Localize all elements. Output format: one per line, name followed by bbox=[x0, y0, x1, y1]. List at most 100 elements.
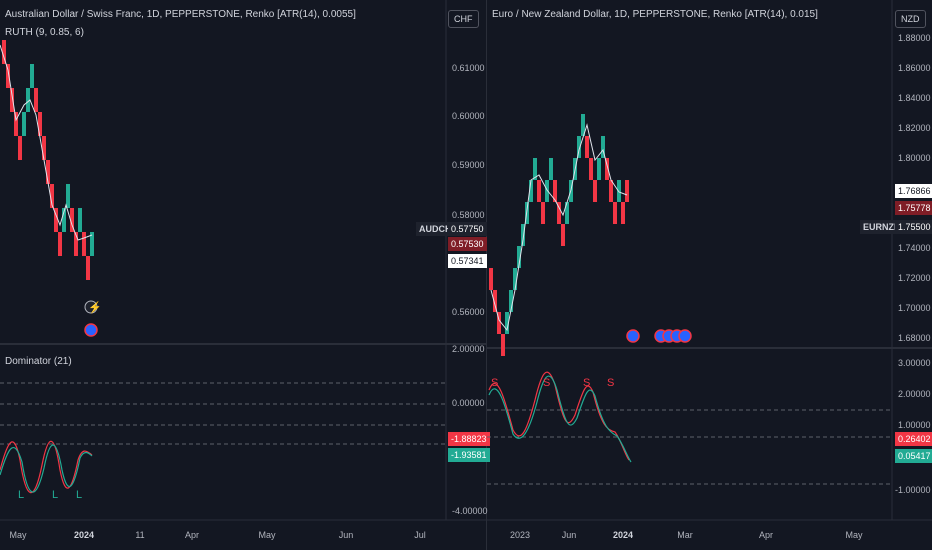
renko-brick bbox=[82, 232, 86, 256]
renko-brick bbox=[541, 202, 545, 224]
osc-line-red bbox=[488, 371, 630, 461]
short-marker: S bbox=[607, 377, 614, 389]
renko-brick bbox=[58, 232, 62, 256]
left-time-tick: May bbox=[9, 530, 27, 540]
left-price-tick: 0.61000 bbox=[452, 63, 485, 73]
renko-brick bbox=[22, 112, 26, 136]
right-price-tick: 1.88000 bbox=[898, 33, 931, 43]
renko-brick bbox=[78, 208, 82, 232]
right-price-tick: 1.80000 bbox=[898, 153, 931, 163]
osc-line-green bbox=[0, 444, 93, 493]
right-price-tick: 1.68000 bbox=[898, 333, 931, 343]
right-time-tick: Apr bbox=[758, 530, 774, 540]
right-currency-button[interactable]: NZD bbox=[895, 10, 926, 28]
left-price-tick: 0.58000 bbox=[452, 210, 485, 220]
left-indicator-legend[interactable]: RUTH (9, 0.85, 6) bbox=[5, 27, 84, 38]
renko-brick bbox=[497, 312, 501, 334]
flag-icon[interactable] bbox=[678, 329, 692, 343]
left-chart-pane[interactable]: ⚡ L L L Australian Dollar / Swiss Franc, 1D… bbox=[0, 0, 490, 550]
renko-brick bbox=[549, 158, 553, 180]
renko-brick bbox=[18, 136, 22, 160]
left-price-tick: 0.60000 bbox=[452, 111, 485, 121]
right-price-tick: 1.70000 bbox=[898, 303, 931, 313]
renko-brick bbox=[537, 180, 541, 202]
renko-brick bbox=[609, 180, 613, 202]
left-osc-label: -1.93581 bbox=[448, 448, 490, 462]
renko-brick bbox=[533, 158, 537, 180]
left-osc-tick: 2.00000 bbox=[452, 344, 485, 354]
lightning-icon: ⚡ bbox=[88, 301, 102, 314]
renko-brick bbox=[585, 136, 589, 158]
renko-brick bbox=[34, 88, 38, 112]
renko-brick bbox=[70, 208, 74, 232]
renko-brick bbox=[581, 114, 585, 136]
pane-divider[interactable] bbox=[486, 0, 487, 550]
renko-brick bbox=[617, 180, 621, 202]
flag-icon[interactable] bbox=[84, 323, 98, 337]
osc-line-green bbox=[488, 375, 632, 463]
left-time-tick: May bbox=[258, 530, 276, 540]
right-time-tick: 2023 bbox=[509, 530, 531, 540]
renko-brick bbox=[66, 184, 70, 208]
renko-brick bbox=[601, 136, 605, 158]
right-price-label: 1.75500 bbox=[895, 220, 932, 234]
renko-brick bbox=[6, 64, 10, 88]
right-time-tick: Mar bbox=[677, 530, 693, 540]
right-price-tick: 1.74000 bbox=[898, 243, 931, 253]
right-price-tick: 1.86000 bbox=[898, 63, 931, 73]
short-marker: S bbox=[543, 377, 550, 389]
left-time-tick: Jul bbox=[414, 530, 426, 540]
right-osc-tick: 3.00000 bbox=[898, 358, 931, 368]
renko-brick bbox=[42, 136, 46, 160]
flag-icon[interactable] bbox=[626, 329, 640, 343]
right-osc-label: 0.05417 bbox=[895, 449, 932, 463]
left-currency-button[interactable]: CHF bbox=[448, 10, 479, 28]
long-marker: L bbox=[76, 489, 82, 501]
renko-brick bbox=[505, 312, 509, 334]
renko-brick bbox=[493, 290, 497, 312]
short-marker: S bbox=[583, 377, 590, 389]
right-price-tick: 1.82000 bbox=[898, 123, 931, 133]
renko-brick bbox=[621, 202, 625, 224]
left-oscillator-title[interactable]: Dominator (21) bbox=[5, 356, 72, 367]
left-time-tick: 2024 bbox=[73, 530, 95, 540]
renko-brick bbox=[529, 180, 533, 202]
renko-brick bbox=[557, 202, 561, 224]
renko-brick bbox=[2, 40, 6, 64]
renko-brick bbox=[577, 136, 581, 158]
renko-brick bbox=[565, 202, 569, 224]
renko-brick bbox=[30, 64, 34, 88]
right-osc-tick: 2.00000 bbox=[898, 389, 931, 399]
renko-brick bbox=[509, 290, 513, 312]
left-osc-tick: 0.00000 bbox=[452, 398, 485, 408]
right-chart-pane[interactable]: S S S S Euro / New Zealand Dollar, 1D, PEPP… bbox=[487, 0, 932, 550]
renko-brick bbox=[54, 208, 58, 232]
left-chart-canvas[interactable]: ⚡ L L L bbox=[0, 0, 486, 550]
right-chart-title: Euro / New Zealand Dollar, 1D, PEPPERSTO… bbox=[492, 9, 818, 20]
renko-brick bbox=[561, 224, 565, 246]
long-marker: L bbox=[52, 489, 58, 501]
short-marker: S bbox=[491, 377, 498, 389]
renko-brick bbox=[625, 180, 629, 202]
left-chart-title: Australian Dollar / Swiss Franc, 1D, PEP… bbox=[5, 9, 356, 20]
lightning-icon[interactable] bbox=[84, 300, 98, 314]
right-osc-label: 0.26402 bbox=[895, 432, 932, 446]
ruth-line bbox=[490, 123, 628, 332]
renko-brick bbox=[593, 180, 597, 202]
renko-brick bbox=[597, 158, 601, 180]
right-osc-tick: 1.00000 bbox=[898, 420, 931, 430]
left-price-label: 0.57530 bbox=[448, 237, 487, 251]
left-time-tick: Apr bbox=[184, 530, 200, 540]
renko-brick bbox=[605, 158, 609, 180]
renko-brick bbox=[521, 224, 525, 246]
renko-brick bbox=[38, 112, 42, 136]
renko-brick bbox=[545, 180, 549, 202]
renko-brick bbox=[26, 88, 30, 112]
renko-brick bbox=[86, 256, 90, 280]
renko-brick bbox=[613, 202, 617, 224]
right-price-label: 1.76866 bbox=[895, 184, 932, 198]
right-price-tick: 1.84000 bbox=[898, 93, 931, 103]
right-osc-tick: -1.00000 bbox=[895, 485, 931, 495]
renko-brick bbox=[90, 232, 94, 256]
